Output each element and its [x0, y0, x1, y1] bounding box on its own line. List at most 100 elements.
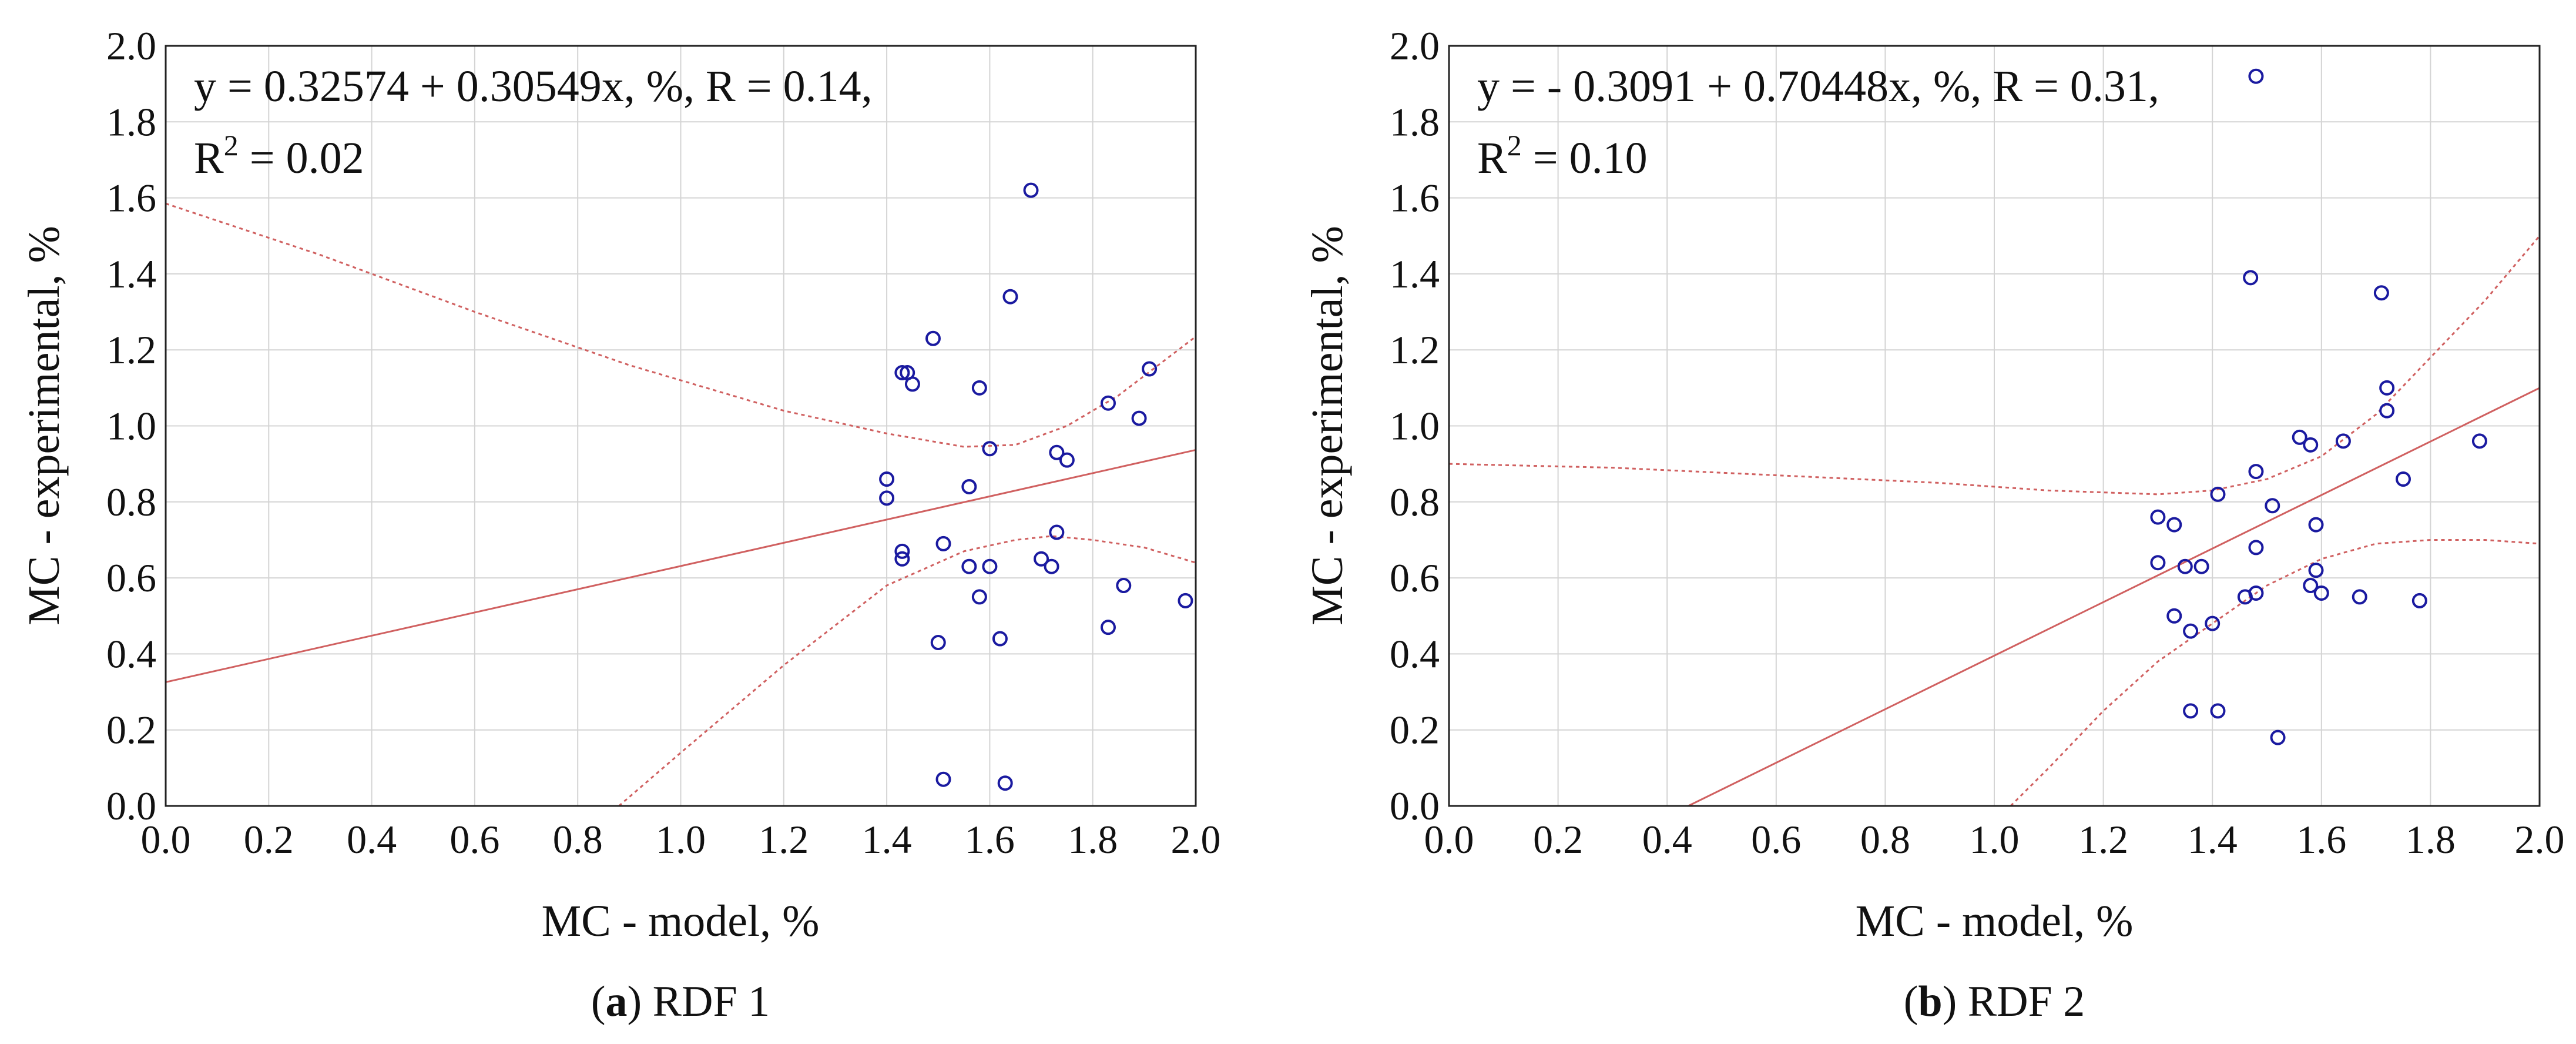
y-tick-label: 0.2 — [1390, 708, 1440, 752]
data-point — [894, 551, 910, 567]
data-point — [1100, 620, 1116, 635]
panel-b-gridlines — [1449, 46, 2540, 806]
data-point — [1116, 578, 1132, 594]
x-tick-label: 0.2 — [244, 817, 294, 862]
y-tick-label: 1.8 — [106, 99, 156, 144]
data-point — [1049, 524, 1065, 540]
y-tick-label: 2.0 — [106, 24, 156, 68]
data-point — [1131, 410, 1147, 426]
confidence-upper — [165, 202, 1196, 448]
data-point — [894, 543, 910, 559]
y-tick-label: 0.6 — [1390, 556, 1440, 600]
y-tick-label: 1.4 — [1390, 252, 1440, 296]
panel-a-x-tick-labels: 0.0 0.2 0.4 0.6 0.8 1.0 1.2 1.4 1.6 1.8 2.0 — [141, 817, 1221, 862]
x-tick-label: 0.4 — [1642, 817, 1692, 862]
data-point — [2183, 623, 2199, 639]
x-tick-label: 1.4 — [862, 817, 912, 862]
panel-b-y-axis-title: MC - experimental, % — [1303, 226, 1352, 625]
data-point — [2303, 437, 2319, 453]
panel-b-caption: (b) RDF 2 — [1904, 978, 2085, 1026]
panel-a-caption: (a) RDF 1 — [591, 978, 770, 1026]
y-tick-label: 0.0 — [106, 784, 156, 828]
x-tick-label: 1.4 — [2188, 817, 2238, 862]
x-tick-label: 0.6 — [1751, 817, 1801, 862]
data-point — [2210, 486, 2226, 502]
panel-a-y-tick-labels: 0.0 0.2 0.4 0.6 0.8 1.0 1.2 1.4 1.6 1.8 2.0 — [106, 24, 156, 828]
x-tick-label: 1.6 — [965, 817, 1015, 862]
data-point — [2150, 555, 2166, 571]
regression-line — [165, 449, 1196, 683]
panel-b-y-tick-labels: 0.0 0.2 0.4 0.6 0.8 1.0 1.2 1.4 1.6 1.8 2.0 — [1390, 24, 1440, 828]
data-point — [982, 558, 998, 574]
data-point — [925, 330, 941, 346]
data-point — [2308, 517, 2324, 533]
panel-b-fit-line — [1688, 387, 2540, 807]
y-tick-label: 1.8 — [1390, 99, 1440, 144]
data-point — [935, 536, 951, 551]
x-tick-label: 1.8 — [1068, 817, 1118, 862]
x-tick-label: 1.8 — [2406, 817, 2456, 862]
data-point — [930, 635, 946, 651]
data-point — [2373, 285, 2389, 301]
data-point — [961, 478, 977, 494]
data-point — [879, 471, 895, 487]
confidence-lower — [618, 535, 1196, 807]
data-point — [894, 364, 910, 380]
panel-b-r2: R2 = 0.10 — [1477, 129, 1648, 183]
regression-line — [1688, 387, 2540, 807]
data-point — [2205, 615, 2221, 631]
data-point — [1049, 444, 1065, 460]
data-point — [2248, 540, 2264, 556]
panel-b-plot-frame — [1448, 45, 2541, 807]
panel-b-x-tick-labels: 0.0 0.2 0.4 0.6 0.8 1.0 1.2 1.4 1.6 1.8 2.0 — [1424, 817, 2565, 862]
data-point — [2313, 585, 2329, 601]
data-point — [2270, 730, 2286, 745]
x-tick-label: 1.6 — [2296, 817, 2346, 862]
y-tick-label: 2.0 — [1390, 24, 1440, 68]
data-point — [997, 775, 1013, 791]
data-point — [2396, 471, 2411, 487]
panel-a: 0.0 0.2 0.4 0.6 0.8 1.0 1.2 1.4 1.6 1.8 2.0 0.0 0.2… — [19, 24, 1221, 1026]
data-point — [2292, 429, 2307, 445]
data-point — [982, 441, 998, 457]
x-tick-label: 2.0 — [1171, 817, 1221, 862]
panel-a-x-axis-title: MC - model, % — [542, 896, 820, 946]
x-tick-label: 0.8 — [553, 817, 603, 862]
data-point — [1178, 593, 1193, 608]
data-point — [2248, 68, 2264, 84]
data-point — [2166, 517, 2182, 533]
x-tick-label: 0.0 — [141, 817, 191, 862]
x-tick-label: 1.2 — [2078, 817, 2128, 862]
data-point — [2248, 464, 2264, 480]
panel-a-confidence-band — [165, 202, 1196, 807]
y-tick-label: 1.2 — [1390, 327, 1440, 372]
data-point — [2352, 589, 2367, 605]
y-tick-label: 0.4 — [1390, 631, 1440, 676]
data-point — [992, 631, 1008, 647]
data-point — [2471, 433, 2487, 449]
x-tick-label: 1.2 — [759, 817, 809, 862]
data-point — [1002, 289, 1018, 304]
data-point — [1034, 551, 1049, 567]
panel-a-r2: R2 = 0.02 — [194, 129, 364, 183]
data-point — [1059, 452, 1075, 468]
data-point — [1044, 558, 1059, 574]
data-point — [879, 490, 895, 506]
data-point — [935, 771, 951, 787]
y-tick-label: 0.6 — [106, 556, 156, 600]
data-point — [2177, 558, 2193, 574]
panel-a-plot-frame — [165, 45, 1197, 807]
data-point — [2150, 509, 2166, 525]
data-point — [2411, 593, 2427, 608]
y-tick-label: 1.6 — [1390, 176, 1440, 220]
y-tick-label: 0.8 — [1390, 480, 1440, 524]
data-point — [2379, 403, 2395, 419]
y-tick-label: 0.8 — [106, 480, 156, 524]
panel-b-x-axis-title: MC - model, % — [1856, 896, 2134, 946]
panel-a-gridlines — [166, 46, 1196, 806]
data-point — [2248, 585, 2264, 601]
data-point — [2265, 498, 2280, 514]
x-tick-label: 0.2 — [1533, 817, 1583, 862]
panel-b-equation: y = - 0.3091 + 0.70448x, %, R = 0.31, — [1477, 62, 2159, 111]
data-point — [2243, 270, 2259, 286]
